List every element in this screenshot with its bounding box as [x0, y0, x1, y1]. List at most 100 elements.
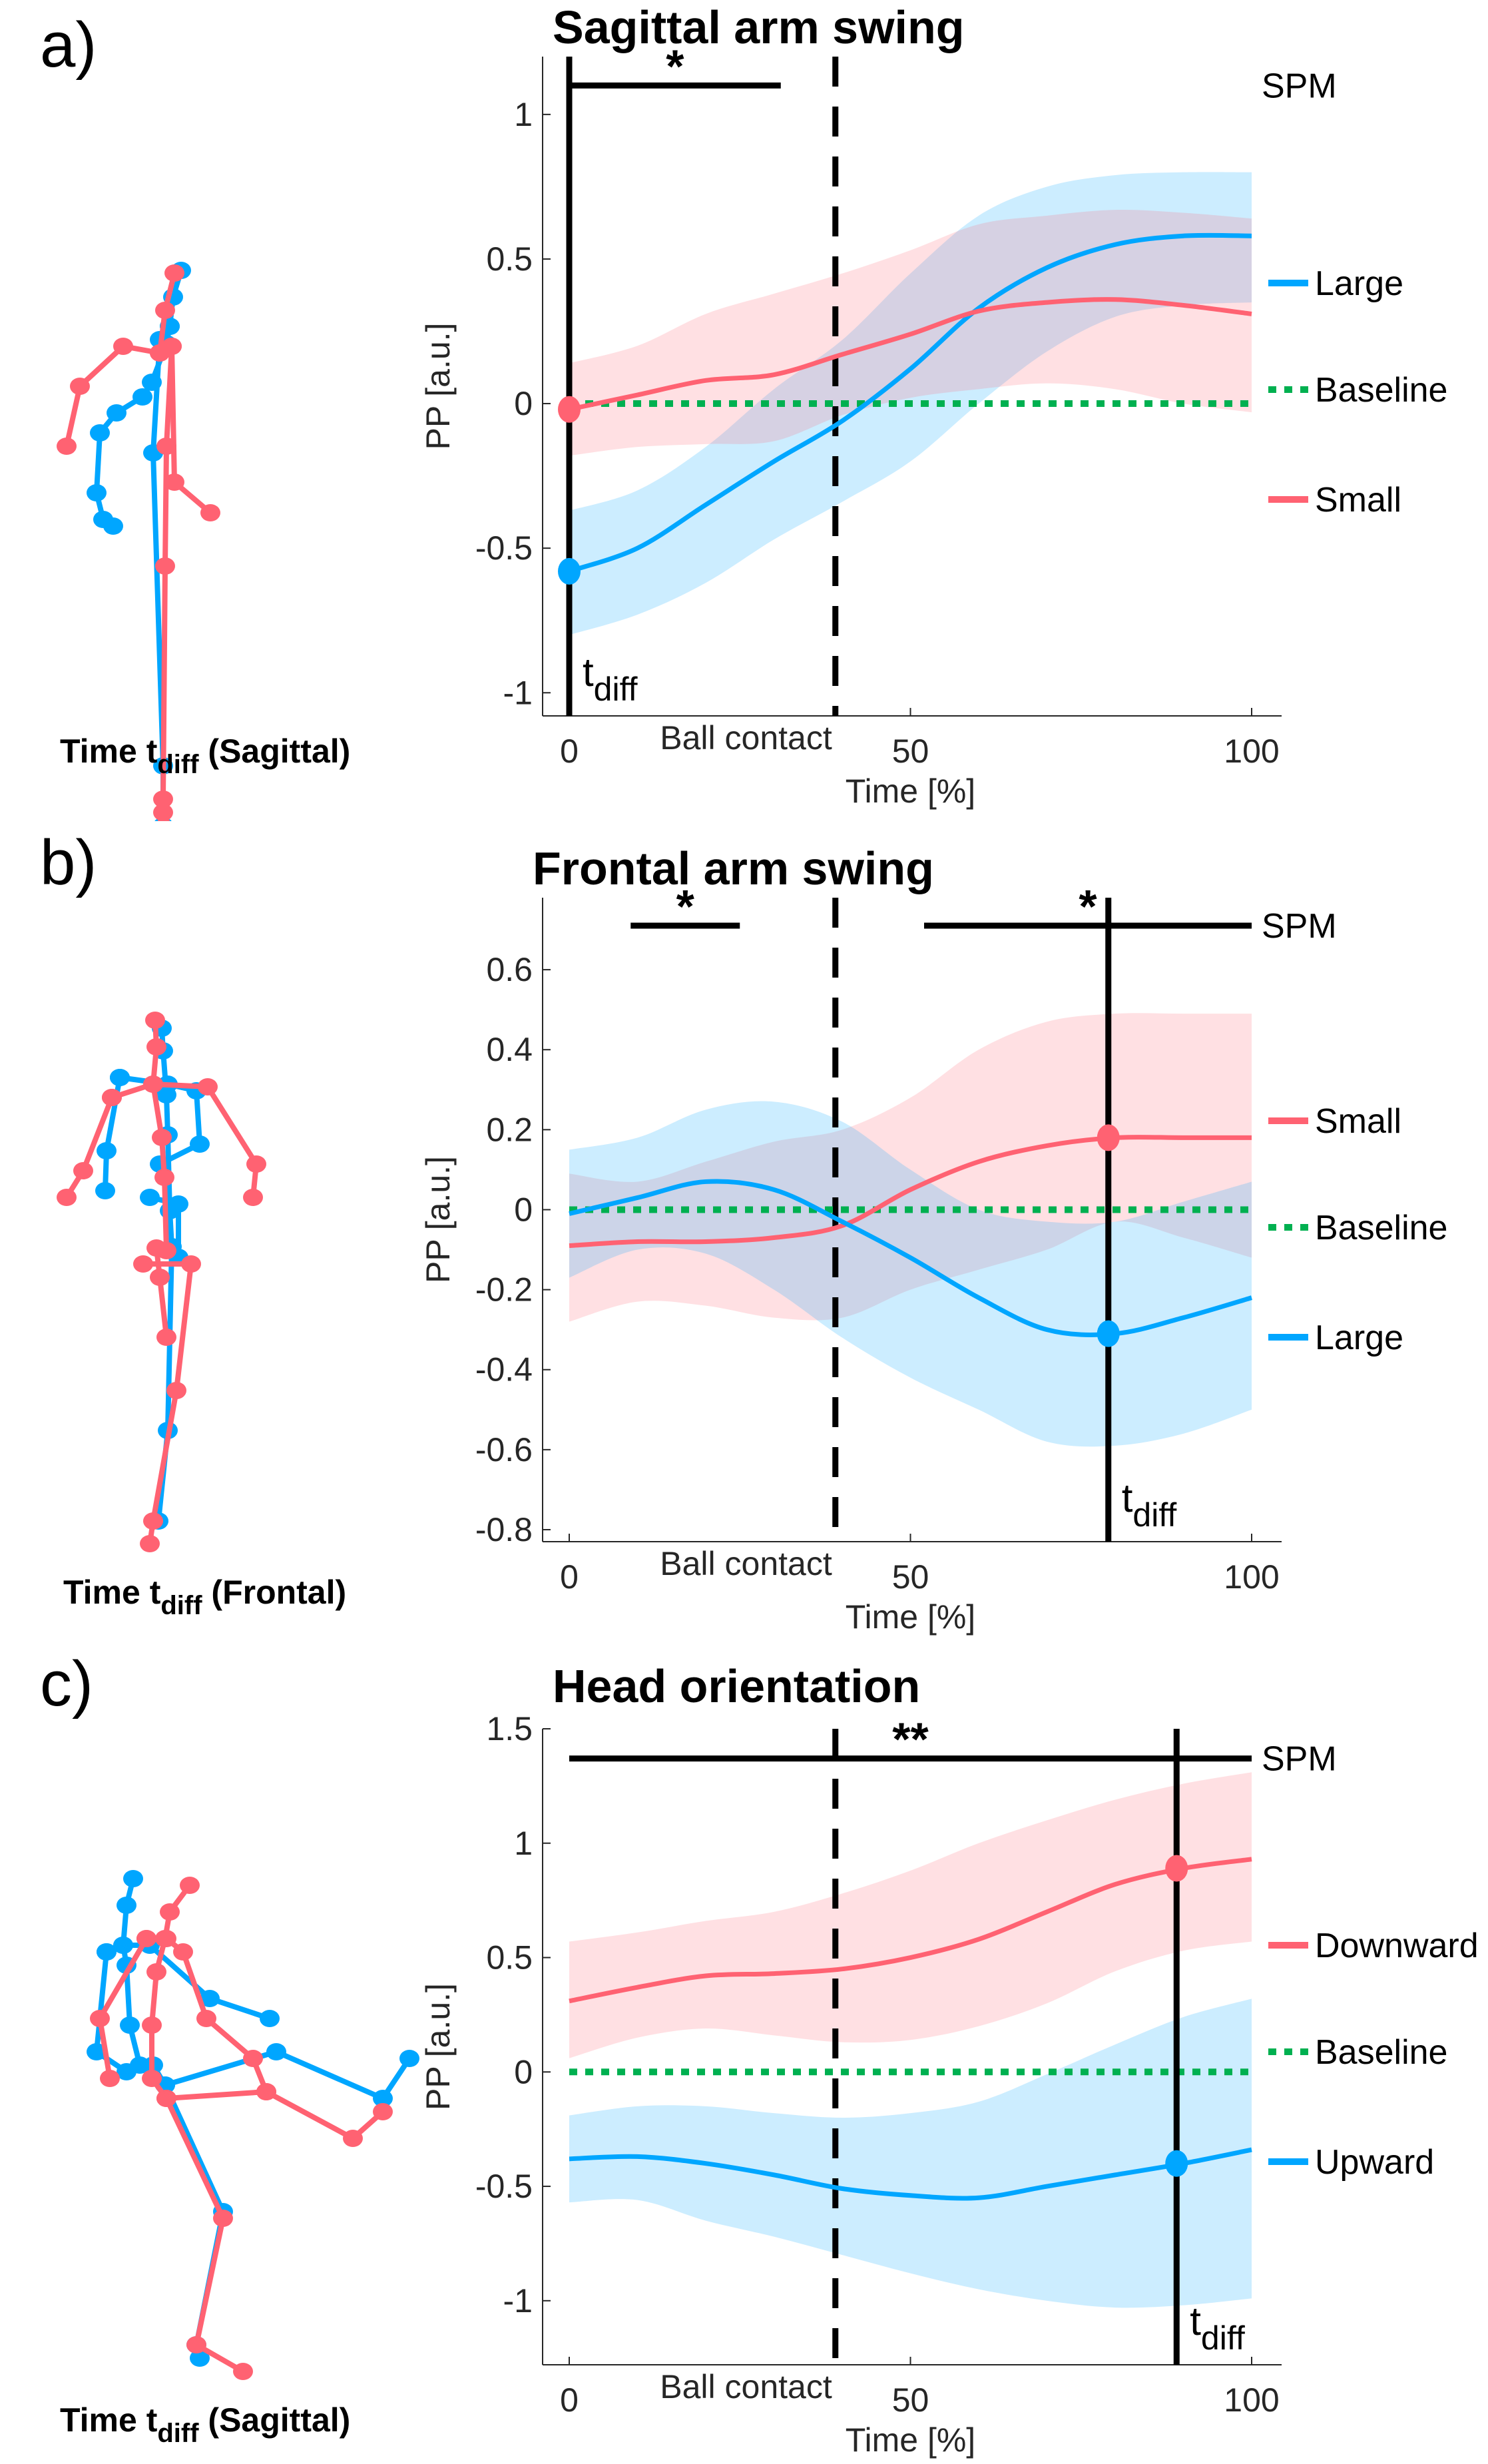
skeleton-joint-red [166, 1382, 186, 1399]
skeleton-limb-blue [164, 2049, 412, 2101]
skeleton-joint-blue [117, 1897, 136, 1914]
y-tick-label: -0.5 [475, 2168, 533, 2205]
skeleton-joint-blue [103, 517, 123, 535]
x-tick-label: 100 [1224, 733, 1279, 770]
x-tick-label: 50 [892, 2381, 929, 2419]
series-line-large [569, 1179, 1252, 1337]
skeleton-joint-red [246, 1155, 266, 1173]
skeleton-figure [57, 1012, 266, 1552]
skeleton-joint-red [156, 2090, 176, 2107]
skeleton-joint-blue [120, 2016, 140, 2034]
y-tick-label: 1.5 [486, 1710, 533, 1747]
series-line-small [569, 1134, 1252, 1249]
y-tick-label: 0.5 [486, 1939, 533, 1977]
skeleton-joint-red [70, 378, 90, 395]
x-tick-label: 0 [560, 2381, 579, 2419]
skeleton-caption: Time tdiff (Sagittal) [60, 2401, 350, 2448]
tdiff-marker-large [1097, 1320, 1120, 1347]
chart-title: Sagittal arm swing [553, 1, 964, 53]
legend-label-upward: Upward [1315, 2143, 1434, 2182]
skeleton-figure [87, 1870, 419, 2380]
tdiff-marker-small [558, 396, 581, 423]
skeleton-joint-red [156, 1930, 176, 1947]
skeleton-joint-blue [190, 2349, 210, 2367]
x-tick-label: 50 [892, 733, 929, 770]
skeleton-joint-blue [107, 404, 126, 422]
y-tick-label: 0.2 [486, 1111, 533, 1148]
skeleton-joint-red [164, 264, 184, 282]
legend-label-small: Small [1315, 1102, 1401, 1141]
skeleton-joint-red [152, 1129, 172, 1146]
skeleton-joint-red [156, 1329, 176, 1346]
y-tick-label: 0 [514, 385, 533, 422]
skeleton-joint-blue [97, 1943, 117, 1961]
skeleton-joint-red [196, 2010, 216, 2027]
spm-significance-stars: * [1079, 880, 1097, 932]
skeleton-joint-red [243, 2050, 263, 2067]
ball-contact-label: Ball contact [660, 2368, 832, 2405]
skeleton-joint-blue [123, 1870, 143, 1887]
y-tick-label: -0.4 [475, 1351, 533, 1388]
skeleton-joint-blue [90, 424, 110, 442]
y-tick-label: 0.5 [486, 240, 533, 278]
ball-contact-label: Ball contact [660, 719, 832, 757]
skeleton-joint-blue [113, 1937, 133, 1954]
skeleton-joint-blue [87, 484, 107, 501]
skeleton-joint-red [146, 1963, 166, 1981]
skeleton-joint-red [145, 1012, 165, 1029]
y-axis-label: PP [a.u.] [419, 323, 457, 450]
skeleton-limb-red [160, 811, 170, 821]
tdiff-marker-downward [1165, 1855, 1188, 1882]
skeleton-caption: Time tdiff (Sagittal) [60, 733, 350, 779]
skeleton-joint-red [146, 1239, 166, 1257]
y-axis-label: PP [a.u.] [419, 1156, 457, 1283]
y-tick-label: -1 [503, 2282, 533, 2319]
legend-label-baseline: Baseline [1315, 2033, 1447, 2072]
chart-frontal-arm-swing: Frontal arm swing -0.8 -0.6 -0.4 -0.2 0 0.2 0.4… [419, 842, 1447, 1636]
tdiff-label: tdiff [583, 650, 638, 708]
confidence-band-downward [569, 1772, 1252, 2058]
skeleton-joint-red [155, 302, 175, 319]
panel-a: a) Time tdiff (Sagittal) Sagittal arm sw… [40, 1, 1447, 821]
skeleton-joint-red [373, 2103, 393, 2120]
skeleton-joint-red [143, 1512, 163, 1530]
y-tick-label: -0.2 [475, 1271, 533, 1309]
skeleton-joint-red [154, 1169, 174, 1186]
skeleton-joint-red [243, 1189, 263, 1206]
skeleton-joint-red [186, 2336, 206, 2353]
tdiff-marker-upward [1165, 2150, 1188, 2177]
x-tick-label: 0 [560, 1558, 579, 1596]
tdiff-marker-large [558, 557, 581, 585]
tdiff-label: tdiff [1190, 2299, 1245, 2357]
skeleton-joint-blue [95, 1182, 115, 1199]
y-tick-label: -1 [503, 674, 533, 711]
skeleton-joint-red [153, 790, 173, 808]
x-axis-label: Time [%] [846, 2421, 975, 2459]
spm-label: SPM [1262, 67, 1337, 105]
series-line-downward [569, 1857, 1252, 2004]
x-tick-label: 0 [560, 733, 579, 770]
panel-c: c) Time tdiff (Sagittal) Head orientatio… [40, 1648, 1479, 2459]
spm-label: SPM [1262, 1740, 1337, 1779]
series-line-large [568, 232, 1252, 574]
legend-label-baseline: Baseline [1315, 1209, 1447, 1247]
spm-significance-stars: * [666, 40, 684, 92]
tdiff-marker-small [1097, 1124, 1120, 1151]
skeleton-joint-blue [373, 2090, 393, 2107]
skeleton-limb-red [157, 272, 177, 821]
skeleton-limb-red [64, 344, 160, 447]
y-tick-label: 1 [514, 1825, 533, 1862]
skeleton-limb-red [111, 1081, 259, 1198]
confidence-band-small [569, 1013, 1252, 1322]
skeleton-joint-red [155, 557, 175, 575]
skeleton-limb-red [166, 2089, 267, 2101]
skeleton-joint-red [57, 438, 77, 455]
legend-label-baseline: Baseline [1315, 371, 1447, 410]
skeleton-joint-red [213, 2210, 233, 2227]
spm-significance-stars: * [676, 880, 695, 932]
y-axis-label: PP [a.u.] [419, 1983, 457, 2110]
y-tick-label: 0 [514, 1191, 533, 1228]
panel-label: c) [40, 1648, 93, 1719]
skeleton-joint-blue [190, 1135, 210, 1153]
confidence-band-large [569, 1101, 1252, 1447]
